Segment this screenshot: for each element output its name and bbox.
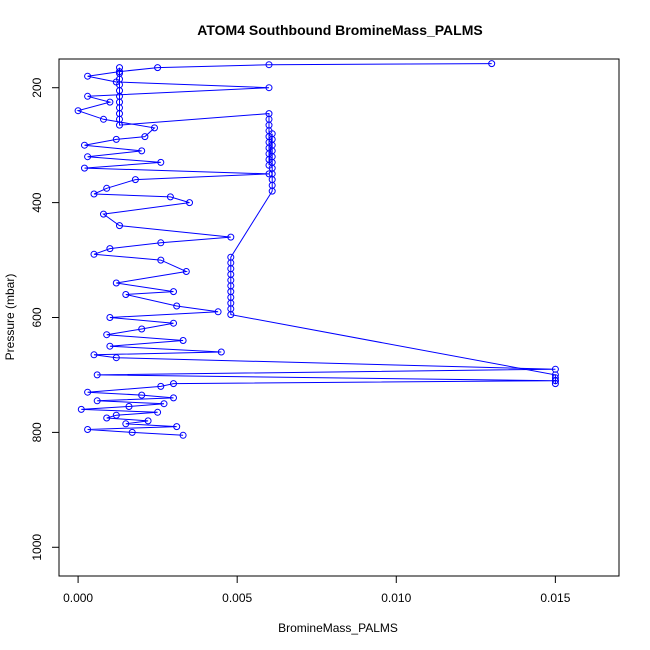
- data-point: [106, 342, 114, 350]
- data-point: [141, 133, 149, 141]
- data-point: [144, 417, 152, 425]
- series-line: [76, 63, 556, 436]
- data-point: [122, 420, 130, 428]
- y-tick-label: 200: [30, 77, 44, 97]
- data-point: [157, 256, 165, 264]
- data-point: [227, 233, 235, 241]
- data-series: [116, 64, 559, 388]
- data-point: [116, 222, 123, 230]
- y-axis-label: Pressure (mbar): [3, 274, 17, 361]
- data-point: [173, 423, 181, 431]
- data-point: [74, 107, 82, 115]
- y-tick-label: 800: [30, 422, 44, 442]
- data-point: [84, 426, 92, 433]
- data-point: [138, 147, 146, 155]
- data-point: [157, 158, 165, 166]
- data-point: [160, 400, 168, 408]
- data-point: [106, 245, 114, 253]
- series-line: [119, 67, 556, 384]
- data-point: [170, 319, 177, 327]
- data-point: [112, 411, 120, 419]
- data-point: [116, 121, 123, 129]
- y-tick-label: 600: [30, 307, 44, 327]
- data-point: [551, 380, 559, 388]
- data-point: [81, 141, 88, 149]
- data-point: [182, 268, 190, 275]
- y-axis: 200 400 600 800 1000: [30, 77, 60, 561]
- data-point: [90, 351, 98, 359]
- data-point: [84, 72, 92, 80]
- data-point: [106, 98, 114, 106]
- data-point: [112, 135, 120, 143]
- x-tick-label: 0.015: [540, 591, 570, 605]
- data-point: [93, 397, 101, 405]
- data-series: [74, 60, 559, 439]
- data-point: [106, 314, 114, 321]
- data-point: [170, 394, 177, 402]
- series-layer: [74, 60, 559, 439]
- data-point: [81, 164, 88, 172]
- data-point: [93, 371, 101, 379]
- data-point: [157, 382, 165, 390]
- data-point: [179, 431, 187, 439]
- data-point: [179, 337, 187, 344]
- data-point: [100, 115, 107, 123]
- data-point: [268, 187, 276, 195]
- data-point: [84, 153, 92, 161]
- data-point: [170, 288, 177, 296]
- data-point: [217, 348, 225, 356]
- data-point: [214, 308, 222, 316]
- data-point: [151, 124, 158, 132]
- x-tick-label: 0.000: [63, 591, 93, 605]
- data-point: [227, 311, 235, 319]
- data-point: [154, 64, 162, 72]
- data-point: [125, 403, 133, 410]
- data-point: [112, 354, 120, 362]
- data-point: [154, 408, 162, 416]
- data-point: [551, 377, 559, 385]
- data-point: [90, 190, 98, 198]
- x-axis-label: BromineMass_PALMS: [278, 621, 398, 635]
- chart-title: ATOM4 Southbound BromineMass_PALMS: [197, 22, 482, 38]
- y-tick-label: 400: [30, 192, 44, 212]
- data-point: [122, 291, 130, 298]
- data-point: [100, 210, 107, 218]
- data-point: [103, 184, 111, 192]
- data-point: [90, 250, 98, 258]
- data-point: [488, 60, 496, 68]
- data-point: [131, 176, 139, 184]
- data-point: [265, 61, 273, 69]
- x-tick-label: 0.005: [222, 591, 252, 605]
- data-point: [84, 388, 92, 396]
- data-point: [84, 92, 92, 100]
- data-point: [138, 325, 146, 333]
- x-axis: 0.000 0.005 0.010 0.015: [63, 575, 571, 605]
- data-point: [173, 302, 181, 310]
- data-point: [77, 405, 85, 413]
- data-point: [128, 428, 136, 436]
- data-point: [166, 193, 174, 201]
- data-point: [112, 279, 120, 287]
- y-tick-label: 1000: [30, 534, 44, 561]
- data-point: [265, 84, 273, 92]
- x-tick-label: 0.010: [381, 591, 411, 605]
- data-point: [157, 239, 165, 247]
- data-point: [103, 331, 111, 339]
- data-point: [103, 414, 111, 422]
- data-point: [186, 199, 193, 207]
- data-point: [138, 391, 146, 399]
- data-point: [170, 380, 177, 388]
